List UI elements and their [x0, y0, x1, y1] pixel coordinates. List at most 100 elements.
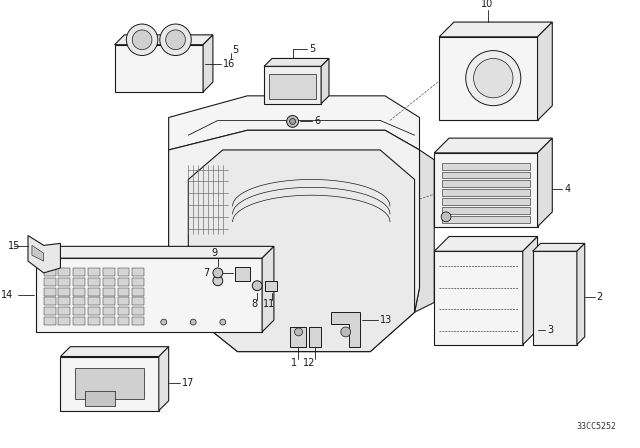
Text: 11: 11 [263, 299, 275, 310]
Polygon shape [577, 243, 585, 345]
Polygon shape [269, 74, 316, 99]
Text: 14: 14 [1, 289, 13, 300]
Text: 1: 1 [291, 358, 297, 368]
Polygon shape [132, 278, 144, 286]
Polygon shape [435, 237, 538, 251]
Polygon shape [532, 251, 577, 345]
Circle shape [213, 276, 223, 286]
Polygon shape [58, 268, 70, 276]
Polygon shape [262, 246, 274, 332]
Text: 6: 6 [314, 116, 321, 126]
Circle shape [340, 327, 351, 337]
Text: 5: 5 [309, 43, 316, 54]
Polygon shape [442, 181, 530, 187]
Circle shape [213, 268, 223, 278]
Polygon shape [88, 288, 100, 296]
Polygon shape [290, 327, 307, 347]
Polygon shape [103, 268, 115, 276]
Polygon shape [264, 58, 329, 66]
Text: 12: 12 [303, 358, 316, 368]
Circle shape [160, 24, 191, 56]
Polygon shape [442, 163, 530, 170]
Circle shape [161, 319, 166, 325]
Polygon shape [118, 278, 129, 286]
Circle shape [466, 51, 521, 106]
Polygon shape [132, 307, 144, 315]
Polygon shape [58, 288, 70, 296]
Polygon shape [235, 267, 250, 281]
Text: 33CC5252: 33CC5252 [576, 422, 616, 431]
Circle shape [190, 319, 196, 325]
Polygon shape [28, 236, 60, 273]
Polygon shape [60, 347, 169, 357]
Polygon shape [439, 22, 552, 37]
Circle shape [252, 281, 262, 291]
Text: 5: 5 [232, 45, 239, 55]
Polygon shape [73, 278, 85, 286]
Text: 13: 13 [380, 315, 392, 325]
Polygon shape [532, 243, 585, 251]
Text: 8: 8 [251, 299, 257, 310]
Polygon shape [118, 288, 129, 296]
Polygon shape [538, 22, 552, 121]
Circle shape [290, 118, 296, 125]
Polygon shape [118, 307, 129, 315]
Polygon shape [331, 312, 360, 347]
Polygon shape [103, 307, 115, 315]
Polygon shape [73, 297, 85, 306]
Polygon shape [88, 297, 100, 306]
Polygon shape [73, 307, 85, 315]
Polygon shape [32, 246, 44, 261]
Polygon shape [442, 190, 530, 196]
Polygon shape [73, 317, 85, 325]
Polygon shape [73, 288, 85, 296]
Polygon shape [58, 307, 70, 315]
Polygon shape [85, 391, 115, 406]
Polygon shape [435, 138, 552, 153]
Circle shape [474, 58, 513, 98]
Polygon shape [103, 278, 115, 286]
Text: 17: 17 [182, 378, 195, 388]
Polygon shape [442, 198, 530, 205]
Polygon shape [132, 268, 144, 276]
Circle shape [441, 212, 451, 222]
Text: 4: 4 [564, 184, 570, 194]
Polygon shape [169, 130, 419, 352]
Circle shape [294, 328, 303, 336]
Polygon shape [36, 246, 274, 258]
Polygon shape [169, 150, 419, 288]
Polygon shape [58, 317, 70, 325]
Polygon shape [442, 172, 530, 178]
Polygon shape [169, 288, 419, 312]
Polygon shape [188, 150, 415, 352]
Polygon shape [442, 207, 530, 214]
Polygon shape [264, 66, 321, 103]
Polygon shape [169, 96, 419, 150]
Polygon shape [439, 37, 538, 121]
Text: 10: 10 [481, 0, 493, 9]
Text: 9: 9 [212, 248, 218, 258]
Polygon shape [523, 237, 538, 345]
Polygon shape [88, 307, 100, 315]
Circle shape [166, 30, 186, 50]
Polygon shape [88, 268, 100, 276]
Polygon shape [118, 297, 129, 306]
Polygon shape [44, 317, 56, 325]
Polygon shape [132, 297, 144, 306]
Polygon shape [44, 278, 56, 286]
Polygon shape [44, 307, 56, 315]
Polygon shape [44, 297, 56, 306]
Polygon shape [118, 317, 129, 325]
Polygon shape [321, 58, 329, 103]
Circle shape [126, 24, 158, 56]
Circle shape [287, 116, 298, 127]
Text: 7: 7 [203, 268, 209, 278]
Polygon shape [88, 278, 100, 286]
Polygon shape [58, 278, 70, 286]
Polygon shape [309, 327, 321, 347]
Polygon shape [159, 347, 169, 411]
Polygon shape [203, 35, 213, 92]
Polygon shape [60, 357, 159, 411]
Polygon shape [103, 288, 115, 296]
Polygon shape [103, 297, 115, 306]
